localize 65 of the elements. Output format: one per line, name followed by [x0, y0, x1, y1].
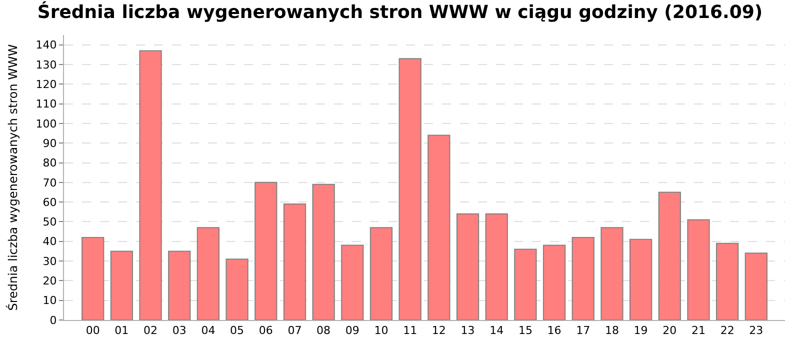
x-tick-label: 23	[749, 324, 764, 338]
bar	[744, 252, 768, 320]
bar	[341, 244, 364, 320]
bar	[514, 248, 537, 320]
bar	[658, 192, 681, 320]
y-tick-label: 50	[42, 216, 57, 229]
bar	[82, 236, 104, 320]
bar	[283, 204, 306, 320]
x-tick-label: 02	[144, 324, 158, 338]
y-axis-title: Średnia liczba wygenerowanych stron WWW	[5, 44, 20, 311]
y-tick-label: 60	[42, 196, 57, 209]
bar	[456, 213, 480, 320]
y-tick-label: 10	[42, 294, 57, 308]
x-tick-label: 14	[490, 324, 504, 338]
x-tick-label: 01	[114, 324, 129, 338]
y-tick-label: 140	[36, 38, 57, 52]
bar	[139, 50, 162, 320]
bar	[226, 258, 248, 320]
y-tick-label: 120	[36, 78, 57, 91]
x-tick-label: 16	[547, 324, 562, 338]
bar	[687, 219, 710, 320]
bar	[572, 236, 594, 320]
bar	[542, 244, 566, 320]
x-tick-label: 21	[691, 324, 706, 338]
x-tick-label: 08	[316, 324, 331, 338]
y-tick-label: 80	[42, 156, 57, 170]
y-tick-label: 40	[42, 235, 57, 248]
x-tick-label: 18	[604, 324, 619, 338]
x-tick-label: 17	[576, 324, 590, 338]
x-tick-label: 06	[258, 324, 273, 338]
x-tick-label: 11	[403, 324, 418, 338]
chart-title: Średnia liczba wygenerowanych stron WWW w ciągu godziny (2016.09)	[37, 0, 763, 23]
bar	[398, 58, 422, 320]
y-tick-label: 110	[36, 98, 57, 111]
bar	[370, 227, 393, 320]
y-tick-label: 130	[36, 58, 57, 72]
bar	[629, 238, 652, 320]
x-tick-label: 13	[460, 324, 475, 338]
bar	[485, 213, 508, 320]
x-tick-label: 05	[230, 324, 244, 338]
x-tick-label: 09	[345, 324, 360, 338]
bar	[312, 184, 335, 320]
bar	[428, 134, 450, 320]
y-tick-label: 100	[36, 117, 57, 130]
x-tick-label: 22	[720, 324, 734, 338]
x-tick-label: 15	[518, 324, 532, 338]
x-tick-label: 07	[288, 324, 302, 338]
x-tick-label: 03	[172, 324, 186, 338]
bar	[110, 250, 133, 320]
x-tick-label: 19	[634, 324, 648, 338]
bar	[168, 250, 191, 320]
y-tick-label: 0	[50, 314, 57, 327]
x-tick-label: 00	[86, 324, 100, 338]
y-tick-label: 70	[42, 176, 57, 190]
bar	[196, 227, 220, 320]
y-tick-label: 90	[42, 136, 57, 150]
x-tick-label: 20	[662, 324, 677, 338]
x-tick-label: 10	[374, 324, 388, 338]
bar	[254, 182, 278, 320]
y-tick-label: 20	[42, 274, 57, 288]
y-tick-label: 30	[42, 254, 57, 268]
x-tick-label: 04	[201, 324, 216, 338]
bar	[600, 227, 624, 320]
x-tick-label: 12	[432, 324, 446, 338]
bar	[716, 242, 739, 320]
